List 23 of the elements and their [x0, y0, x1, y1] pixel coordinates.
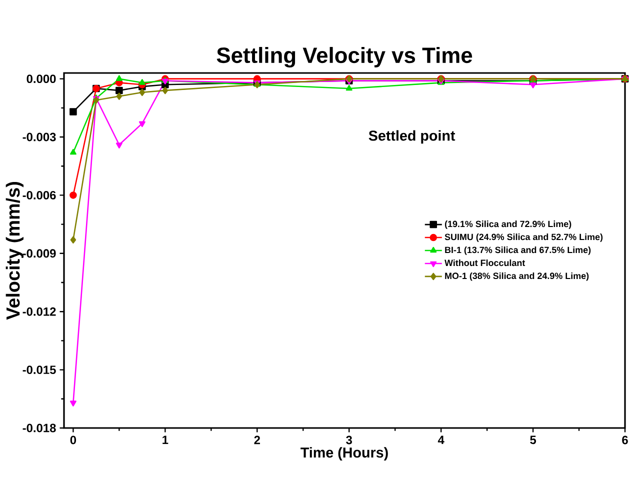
- x-tick-label: 4: [438, 436, 444, 444]
- x-tick-label: 1: [162, 436, 168, 444]
- y-tick-label: -0.006: [22, 190, 56, 200]
- x-axis-title: Time (Hours): [300, 447, 388, 460]
- y-tick-label: -0.018: [22, 424, 56, 432]
- annotation: Settled point: [368, 130, 456, 144]
- y-tick-label: -0.009: [22, 249, 56, 258]
- y-tick-label: -0.003: [22, 132, 56, 142]
- legend-label: (19.1% Silica and 72.9% Lime): [444, 220, 572, 229]
- y-tick-label: -0.015: [22, 366, 56, 374]
- x-tick-label: 5: [530, 436, 536, 444]
- x-tick-label: 6: [622, 436, 628, 444]
- x-tick-label: 0: [70, 436, 76, 444]
- legend-label: SUIMU (24.9% Silica and 52.7% Lime): [444, 234, 603, 242]
- x-tick-label: 3: [346, 436, 352, 444]
- legend-label: MO-1 (38% Silica and 24.9% Lime): [445, 272, 589, 281]
- y-axis-title: Velocity (mm/s): [6, 182, 24, 320]
- legend-label: Without Flocculant: [444, 259, 526, 266]
- x-tick-label: 2: [254, 436, 260, 444]
- y-tick-label: -0.012: [22, 307, 56, 316]
- chart-title: Settling Velocity vs Time: [216, 46, 472, 68]
- y-tick-label: 0.000: [26, 74, 56, 84]
- legend-label: BI-1 (13.7% Silica and 67.5% Lime): [445, 246, 591, 255]
